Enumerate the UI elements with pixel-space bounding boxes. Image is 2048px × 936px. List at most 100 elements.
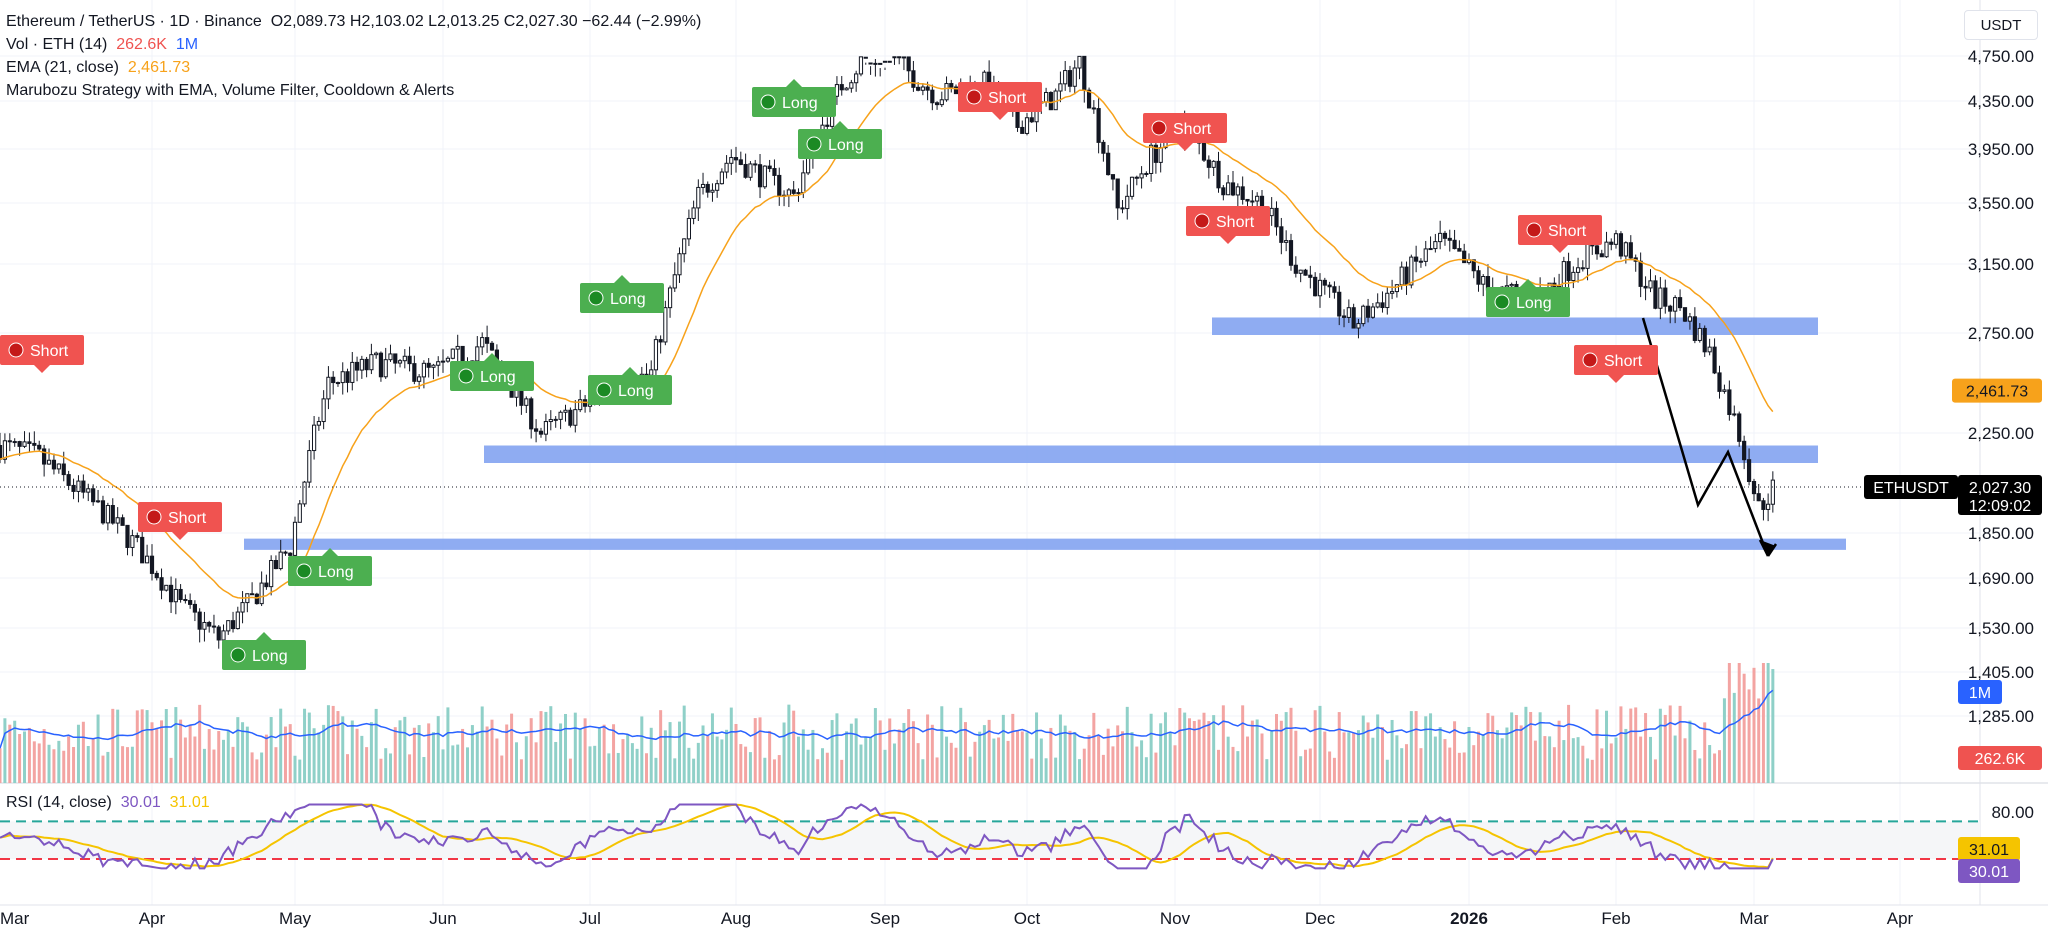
volume-bar <box>992 738 996 783</box>
symbol-title[interactable]: Ethereum / TetherUS · 1D · Binance <box>6 13 262 30</box>
rsi-indicator-label[interactable]: RSI (14, close) <box>6 794 112 811</box>
volume-bar <box>739 744 743 783</box>
volume-bar <box>1236 751 1240 783</box>
volume-bar <box>1586 758 1590 783</box>
ema-indicator-label[interactable]: EMA (21, close) <box>6 59 119 76</box>
candle-body <box>1317 279 1323 297</box>
volume-bar <box>1771 669 1775 783</box>
volume-bar <box>1255 719 1259 783</box>
candle-body <box>1571 271 1576 282</box>
candle-body <box>1201 142 1207 161</box>
candle-body <box>1216 160 1221 189</box>
volume-bar <box>954 747 958 783</box>
volume-bar <box>940 706 944 783</box>
candle-body <box>1438 232 1443 243</box>
candle-body <box>911 70 916 88</box>
candle-body <box>1575 267 1581 273</box>
candle-body <box>235 611 240 630</box>
volume-bar <box>1562 740 1566 783</box>
volume-bar <box>597 728 601 783</box>
volume-bar <box>1510 712 1514 783</box>
candle-body <box>558 411 563 420</box>
candle-body <box>1139 173 1144 179</box>
volume-bar <box>255 759 259 783</box>
candle-body <box>397 360 403 364</box>
candle-body <box>786 189 791 196</box>
volume-bar <box>431 732 435 783</box>
candle-body <box>667 287 673 309</box>
candle-body <box>944 83 949 101</box>
candle-body <box>906 56 911 72</box>
candle-body <box>1361 305 1366 325</box>
volume-bar <box>456 744 460 783</box>
volume-bar <box>554 741 558 783</box>
signal-badge <box>580 283 664 313</box>
candle-body <box>1149 144 1154 174</box>
volume-bar <box>500 755 504 783</box>
volume-bar <box>495 738 499 783</box>
signal-label: Long <box>1516 295 1552 312</box>
last-price-badge: 2,027.30 <box>1969 480 2031 497</box>
price-tick-label: 1,405.00 <box>1968 663 2034 682</box>
volume-bar <box>869 737 873 783</box>
candle-body <box>283 551 288 554</box>
price-tick-label: 1,850.00 <box>1968 524 2034 543</box>
candle-body <box>1737 413 1742 442</box>
volume-bar <box>326 705 330 783</box>
volume-bar <box>164 709 168 783</box>
volume-bar <box>1068 730 1072 783</box>
time-tick-label: Feb <box>1601 909 1630 928</box>
volume-bar <box>303 708 307 783</box>
volume-bar <box>1270 731 1274 783</box>
volume-bar <box>1135 746 1139 783</box>
currency-selector[interactable]: USDT <box>1964 10 2038 40</box>
candle-body <box>51 459 57 470</box>
candle-body <box>529 398 534 430</box>
countdown-badge: 12:09:02 <box>1969 498 2031 515</box>
candle-body <box>1732 413 1737 416</box>
vol-indicator-label[interactable]: Vol · ETH (14) <box>6 36 108 53</box>
candle-body <box>168 584 174 603</box>
candle-body <box>1293 264 1298 274</box>
volume-bar <box>505 724 509 783</box>
time-tick-label: Jul <box>579 909 601 928</box>
signal-dot <box>1526 222 1542 238</box>
volume-bar <box>539 711 543 783</box>
volume-bar <box>260 752 264 783</box>
candle-body <box>431 364 436 368</box>
signal-dot <box>1151 120 1167 136</box>
candle-body <box>412 363 417 382</box>
volume-bar <box>427 723 431 783</box>
volume-bar <box>602 724 606 783</box>
volume-bar <box>645 753 649 783</box>
volume-bar <box>388 753 392 783</box>
volume-bar <box>659 710 663 783</box>
candle-body <box>259 582 264 605</box>
candle-body <box>1240 186 1245 200</box>
signal-label: Short <box>1548 223 1587 240</box>
candle-body <box>1594 245 1600 255</box>
candle-body <box>1356 323 1361 329</box>
volume-bar <box>1289 707 1293 783</box>
signal-badge <box>450 361 534 391</box>
volume-bar <box>1752 667 1756 783</box>
candle-body <box>302 481 307 505</box>
volume-bar <box>23 731 27 783</box>
volume-bar <box>559 723 563 783</box>
signal-long: Long <box>288 548 372 586</box>
candle-body <box>873 62 878 65</box>
volume-bar <box>1313 710 1317 783</box>
volume-bar <box>1757 698 1761 783</box>
candle-body <box>887 60 892 63</box>
candle-body <box>753 163 758 166</box>
volume-bar <box>1683 738 1687 783</box>
candle-body <box>1048 91 1053 111</box>
volume-bar <box>578 728 582 783</box>
signal-badge <box>1143 113 1227 143</box>
signal-badge <box>1574 345 1658 375</box>
candle-body <box>1712 346 1717 374</box>
volume-bar <box>365 747 369 783</box>
strategy-label[interactable]: Marubozu Strategy with EMA, Volume Filte… <box>6 82 455 99</box>
volume-bar <box>403 716 407 783</box>
